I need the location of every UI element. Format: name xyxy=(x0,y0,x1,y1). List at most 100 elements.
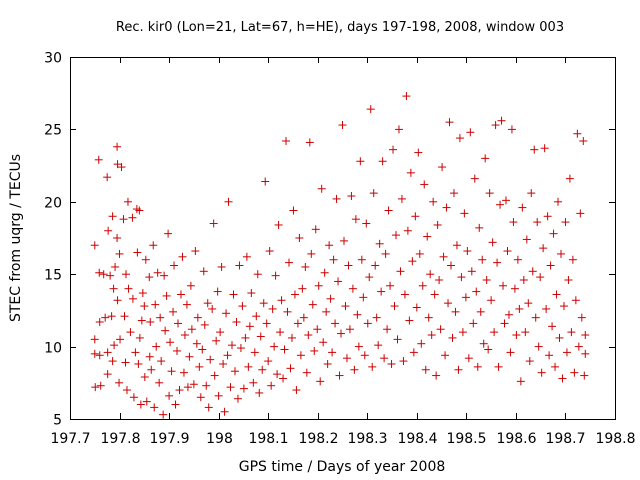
data-point xyxy=(487,296,496,305)
data-point xyxy=(241,333,250,342)
data-point xyxy=(344,261,353,270)
data-point xyxy=(307,249,316,258)
data-point xyxy=(224,197,233,206)
data-point xyxy=(236,344,245,353)
data-point xyxy=(360,351,369,360)
data-point xyxy=(444,299,453,308)
data-point xyxy=(525,357,534,366)
data-point xyxy=(542,304,551,313)
data-point xyxy=(503,247,512,256)
data-point xyxy=(149,241,158,250)
data-point xyxy=(196,393,205,402)
data-point xyxy=(387,359,396,368)
data-point xyxy=(247,289,256,298)
data-point xyxy=(543,212,552,221)
data-point xyxy=(115,378,124,387)
data-point xyxy=(371,261,380,270)
data-point xyxy=(135,206,144,215)
data-point xyxy=(128,294,137,303)
data-point xyxy=(176,290,185,299)
data-point xyxy=(123,197,132,206)
x-tick-label: 197.9 xyxy=(149,431,189,447)
data-point xyxy=(386,281,395,290)
data-point xyxy=(217,262,226,271)
data-point xyxy=(166,338,175,347)
x-tick-labels: 197.7 197.8 197.9 198 198.1 198.2 198.3 198.4 19… xyxy=(50,431,635,447)
data-point xyxy=(384,206,393,215)
data-point xyxy=(104,226,113,235)
data-point xyxy=(108,357,117,366)
data-point xyxy=(160,271,169,280)
data-point xyxy=(214,391,223,400)
data-point xyxy=(380,354,389,363)
data-point xyxy=(289,206,298,215)
data-point xyxy=(90,335,99,344)
data-point xyxy=(389,145,398,154)
data-point xyxy=(351,215,360,224)
data-point xyxy=(460,209,469,218)
data-point xyxy=(457,273,466,282)
y-tick-label: 20 xyxy=(44,196,62,212)
data-point xyxy=(305,138,314,147)
data-point xyxy=(223,351,232,360)
data-point xyxy=(350,365,359,374)
data-point xyxy=(119,215,128,224)
chart-title: Rec. kir0 (Lon=21, Lat=67, h=HE), days 1… xyxy=(116,20,564,35)
data-point xyxy=(390,302,399,311)
data-point xyxy=(153,268,162,277)
data-point xyxy=(208,304,217,313)
data-point xyxy=(156,313,165,322)
data-point xyxy=(134,359,143,368)
data-point xyxy=(366,105,375,114)
data-point xyxy=(103,370,112,379)
data-point xyxy=(442,203,451,212)
data-point xyxy=(570,368,579,377)
data-point xyxy=(108,212,117,221)
data-point xyxy=(91,383,100,392)
data-point xyxy=(103,173,112,182)
data-point xyxy=(571,296,580,305)
data-point xyxy=(522,235,531,244)
data-point xyxy=(311,225,320,234)
data-point xyxy=(558,374,567,383)
data-point xyxy=(436,325,445,334)
data-point xyxy=(268,304,277,313)
data-point xyxy=(310,346,319,355)
data-point xyxy=(581,331,590,340)
data-point xyxy=(497,116,506,125)
data-point xyxy=(325,241,334,250)
data-point xyxy=(479,339,488,348)
data-point xyxy=(421,365,430,374)
data-point xyxy=(454,365,463,374)
data-point xyxy=(302,368,311,377)
data-point xyxy=(513,255,522,264)
data-point xyxy=(213,287,222,296)
data-point xyxy=(96,381,105,390)
data-point xyxy=(249,378,258,387)
data-point xyxy=(568,255,577,264)
data-point xyxy=(206,355,215,364)
data-point xyxy=(427,331,436,340)
data-point xyxy=(375,239,384,248)
data-point xyxy=(270,342,279,351)
data-point xyxy=(220,407,229,416)
data-point xyxy=(580,371,589,380)
data-point xyxy=(476,307,485,316)
data-point xyxy=(150,403,159,412)
data-point xyxy=(359,293,368,302)
data-point xyxy=(512,331,521,340)
data-point xyxy=(408,257,417,266)
x-tick-label: 198 xyxy=(206,431,233,447)
data-point xyxy=(283,307,292,316)
data-point xyxy=(510,284,519,293)
x-tick-label: 198.7 xyxy=(545,431,585,447)
data-point xyxy=(332,194,341,203)
data-point xyxy=(301,262,310,271)
data-point xyxy=(463,247,472,256)
y-tick-label: 10 xyxy=(44,341,62,357)
data-point xyxy=(430,290,439,299)
data-point xyxy=(574,342,583,351)
data-point xyxy=(182,300,191,309)
data-point xyxy=(577,313,586,322)
data-point xyxy=(142,397,151,406)
